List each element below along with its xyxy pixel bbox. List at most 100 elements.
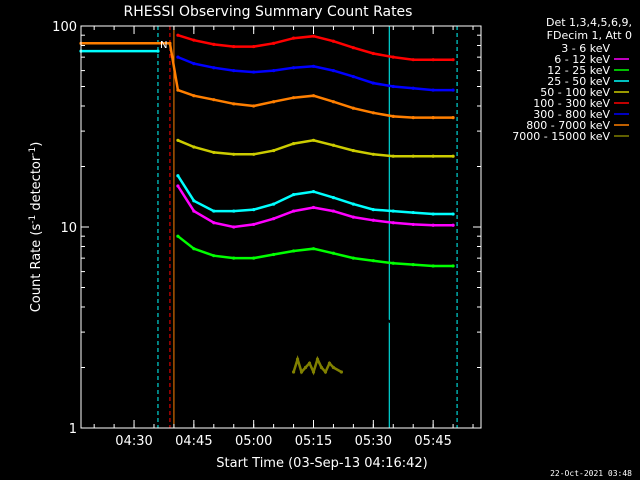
data-point <box>431 58 435 62</box>
series-800-7000-kev <box>79 41 455 120</box>
y-tick-label: 100 <box>52 20 77 35</box>
data-point <box>371 309 375 314</box>
series-300-800-kev <box>176 55 455 92</box>
y-axis-label-end: ) <box>29 142 44 147</box>
series-3-6-kev <box>176 202 455 354</box>
data-point <box>411 154 415 158</box>
legend-label: 300 - 800 keV <box>533 108 610 121</box>
data-point <box>431 154 435 158</box>
data-point <box>391 114 395 119</box>
data-point <box>252 285 256 290</box>
data-point <box>451 349 455 354</box>
data-point <box>311 64 316 68</box>
data-point <box>176 138 180 142</box>
legend-label: 25 - 50 keV <box>547 75 610 88</box>
data-point <box>351 256 355 260</box>
legend-label: 12 - 25 keV <box>547 64 610 77</box>
data-point <box>311 205 316 210</box>
data-point <box>303 365 308 370</box>
data-point <box>176 234 180 238</box>
x-tick-label: 05:45 <box>414 434 451 449</box>
data-point <box>291 370 296 374</box>
data-point <box>391 209 395 213</box>
y-axis-label-mid: detector <box>29 155 44 215</box>
plot-lines <box>79 26 458 428</box>
series-100-300-kev <box>176 33 455 62</box>
data-point <box>351 75 355 79</box>
data-point <box>319 365 324 370</box>
y-axis-label: Count Rate (s-1 detector-1) <box>28 142 44 313</box>
data-point <box>176 174 180 178</box>
data-point <box>176 55 180 59</box>
data-point <box>307 361 312 365</box>
data-point <box>272 252 276 257</box>
data-point <box>371 51 375 56</box>
data-point <box>431 116 435 120</box>
data-point <box>311 94 316 98</box>
data-point <box>252 44 256 49</box>
data-point <box>212 254 216 258</box>
data-point <box>331 297 336 301</box>
data-point <box>431 212 435 216</box>
data-point <box>391 322 395 326</box>
legend-title-2: FDecim 1, Att 0 <box>547 29 632 42</box>
legend-label: 100 - 300 keV <box>533 97 610 110</box>
data-point <box>176 33 180 37</box>
data-point <box>311 295 316 299</box>
data-point <box>212 98 216 102</box>
data-point <box>212 250 216 254</box>
legend-label: 7000 - 15000 keV <box>512 130 610 143</box>
data-point <box>331 251 336 255</box>
y-axis-label-exp1: -1 <box>28 215 38 224</box>
data-point <box>176 184 180 188</box>
data-point <box>272 202 276 206</box>
data-point <box>156 49 160 53</box>
data-point <box>192 225 196 229</box>
data-point <box>371 81 375 85</box>
data-point <box>315 357 320 361</box>
data-point <box>311 138 316 142</box>
data-point <box>431 264 435 268</box>
data-point <box>391 55 395 59</box>
data-point <box>411 210 415 215</box>
data-point <box>272 217 276 221</box>
data-point <box>192 62 196 66</box>
y-axis-label-main: Count Rate (s <box>29 224 44 313</box>
data-point <box>212 42 216 46</box>
y-axis-label-exp2: -1 <box>28 147 38 156</box>
data-point <box>232 152 236 156</box>
data-point <box>351 215 355 219</box>
data-point <box>291 66 296 70</box>
data-point <box>272 293 276 297</box>
data-point <box>371 111 375 115</box>
data-point <box>451 116 455 120</box>
data-point <box>431 223 435 227</box>
y-tick-label: 10 <box>60 221 77 236</box>
data-point <box>371 218 375 222</box>
data-point <box>212 221 216 225</box>
data-point <box>331 39 336 43</box>
data-point <box>232 269 236 274</box>
data-point <box>451 264 455 268</box>
data-point <box>252 70 256 74</box>
data-point <box>351 301 355 305</box>
data-point <box>411 58 415 62</box>
data-point <box>252 152 256 156</box>
data-point <box>232 256 236 260</box>
data-point <box>311 370 316 374</box>
data-point <box>212 66 216 70</box>
data-point <box>291 96 296 100</box>
data-point <box>451 58 455 62</box>
cyan-flag-label: N <box>160 40 167 51</box>
data-point <box>232 225 236 229</box>
data-point <box>291 36 296 40</box>
timestamp: 22-Oct-2021 03:48 <box>550 469 632 478</box>
data-point <box>192 247 196 251</box>
data-point <box>431 342 435 347</box>
data-point <box>212 209 216 213</box>
data-point <box>272 41 276 45</box>
data-point <box>168 41 172 45</box>
x-tick-label: 05:15 <box>295 434 332 449</box>
data-point <box>391 261 395 265</box>
data-point <box>351 106 355 110</box>
